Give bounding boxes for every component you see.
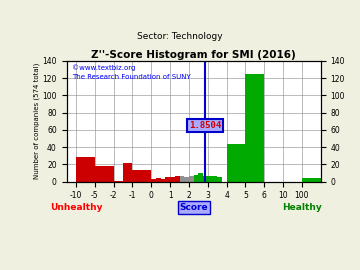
Bar xyxy=(132,170,151,182)
Bar xyxy=(194,175,198,182)
Bar xyxy=(189,176,194,182)
Bar xyxy=(203,176,208,182)
Bar xyxy=(156,178,161,182)
Bar xyxy=(114,181,123,182)
Text: Unhealthy: Unhealthy xyxy=(50,203,102,212)
Bar xyxy=(180,176,184,182)
Bar xyxy=(123,163,132,182)
Bar xyxy=(184,177,189,182)
Text: Healthy: Healthy xyxy=(282,203,322,212)
Text: The Research Foundation of SUNY: The Research Foundation of SUNY xyxy=(72,74,190,80)
Bar xyxy=(170,177,175,182)
Text: ©www.textbiz.org: ©www.textbiz.org xyxy=(72,65,135,71)
Bar xyxy=(208,176,212,182)
Bar xyxy=(302,178,321,182)
Bar xyxy=(246,74,264,182)
Bar xyxy=(95,166,114,182)
Bar xyxy=(165,177,170,182)
Bar xyxy=(217,177,222,182)
Title: Z''-Score Histogram for SMI (2016): Z''-Score Histogram for SMI (2016) xyxy=(91,50,296,60)
Text: 1.8504: 1.8504 xyxy=(189,121,221,130)
Bar xyxy=(76,157,95,182)
Bar xyxy=(175,176,180,182)
Text: Score: Score xyxy=(179,203,208,212)
Bar xyxy=(212,176,217,182)
Y-axis label: Number of companies (574 total): Number of companies (574 total) xyxy=(33,63,40,180)
Bar xyxy=(151,179,156,182)
Text: Sector: Technology: Sector: Technology xyxy=(137,32,223,41)
Bar xyxy=(226,144,246,182)
Bar xyxy=(161,179,165,182)
Bar xyxy=(198,173,203,182)
